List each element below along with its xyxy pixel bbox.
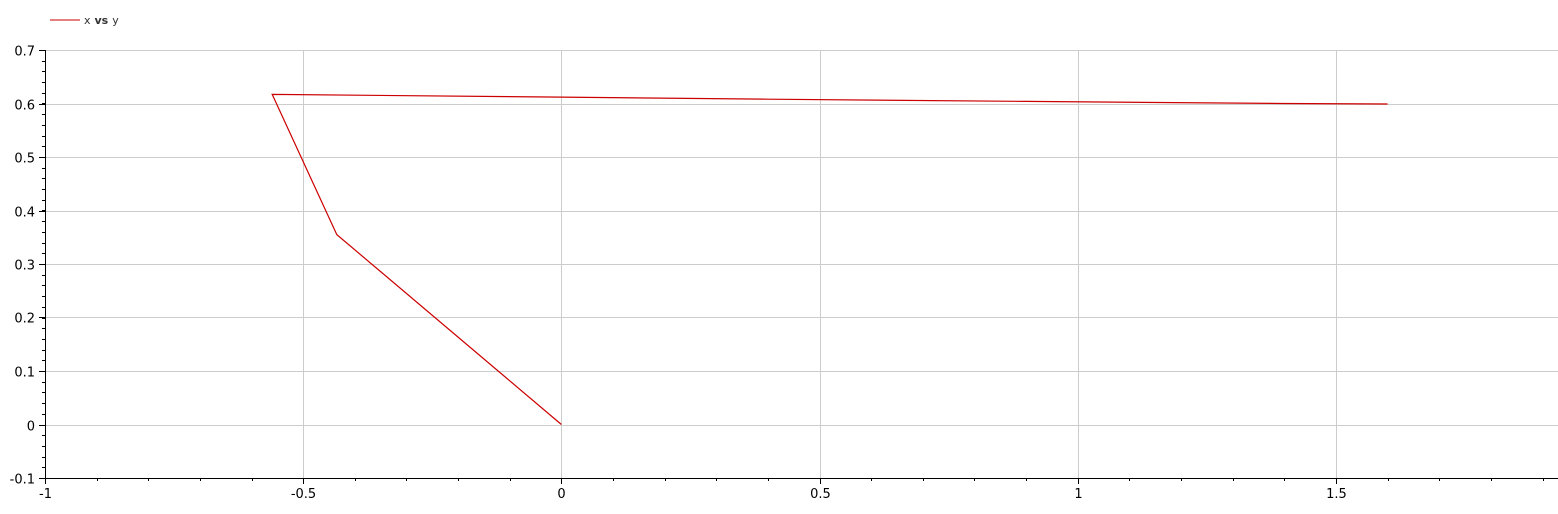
legend-label: x vs y — [84, 14, 119, 27]
axes — [45, 50, 1558, 479]
y-tick-label: 0.7 — [14, 45, 35, 60]
legend-vs-text: vs — [95, 14, 109, 27]
tick-labels: -1 -0.5 0 0.5 1 1.5 -0.1 0 0.1 0.2 0.3 0.4 0.5 0.6 0.7 — [10, 45, 1347, 503]
series-group — [271, 93, 1388, 425]
y-tick-label: -0.1 — [10, 473, 35, 488]
legend-y-text: y — [112, 14, 119, 27]
y-tick-label: 0 — [27, 420, 35, 435]
legend-x-text: x — [84, 14, 91, 27]
x-tick-label: 1 — [1074, 487, 1082, 502]
x-tick-label: -0.5 — [291, 487, 316, 502]
y-tick-label: 0.4 — [14, 206, 35, 221]
x-tick-label: -1 — [39, 487, 52, 502]
x-tick-label: 1.5 — [1326, 487, 1347, 502]
y-tick-label: 0.2 — [14, 312, 35, 327]
series-line — [271, 93, 1388, 425]
x-tick-label: 0.5 — [810, 487, 831, 502]
y-tick-label: 0.1 — [14, 366, 35, 381]
x-tick-label: 0 — [557, 487, 565, 502]
y-tick-label: 0.3 — [14, 259, 35, 274]
legend[interactable]: x vs y — [50, 14, 119, 27]
grid-lines — [45, 50, 1558, 478]
tick-marks — [39, 50, 1544, 484]
y-tick-label: 0.6 — [14, 99, 35, 114]
y-tick-label: 0.5 — [14, 152, 35, 167]
